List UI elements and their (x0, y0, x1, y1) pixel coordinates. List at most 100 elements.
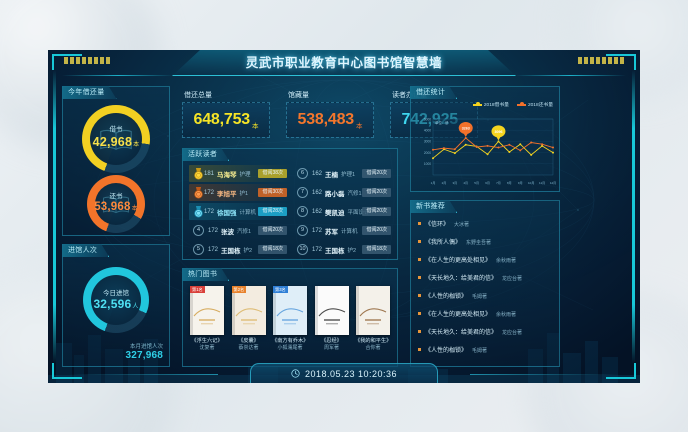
reader-borrow-count: 借阅38次 (258, 169, 287, 178)
book-author: 周军著 (323, 345, 339, 351)
panel-title-circulation-chart: 借还统计 (410, 86, 457, 99)
svg-text:3096: 3096 (494, 130, 502, 134)
header-rule-right (514, 75, 626, 76)
book-icon (100, 130, 132, 151)
hot-book-item[interactable]: 第3名 《南方有乔木》 小狐濡尾著 (272, 286, 308, 352)
reader-name: 徐国强 (217, 209, 237, 217)
hot-book-item[interactable]: 《忍经》 周军著 (314, 286, 350, 352)
active-reader-row[interactable]: 172 徐国强 计算机 借阅28次 (189, 203, 291, 220)
book-cover-art (276, 308, 304, 325)
active-reader-row[interactable]: 181 马海琴 护理 借阅38次 (189, 165, 291, 182)
new-book-row[interactable]: 《在人生的更高处相见》 余秋雨著 (411, 255, 559, 273)
active-reader-row[interactable]: 5 172 王国栋 护2 借阅18次 (189, 241, 291, 258)
active-reader-row[interactable]: 172 李旭平 护1 借阅30次 (189, 184, 291, 201)
active-reader-row[interactable]: 10 172 王国栋 护2 借阅18次 (293, 241, 395, 258)
legend-swatch (472, 102, 482, 106)
new-book-author: 毛姆著 (472, 348, 488, 354)
active-reader-row[interactable]: 6 162 王楠 护理1 借阅20次 (293, 165, 395, 182)
reader-borrow-count: 借阅28次 (258, 207, 287, 216)
svg-text:4000: 4000 (424, 129, 431, 133)
clock-icon (291, 369, 300, 378)
panel-title-new-books: 新书推荐 (410, 200, 457, 213)
new-book-row[interactable]: 《信环》 大冰著 (411, 219, 559, 237)
active-reader-row[interactable]: 8 162 樊凯迪 平面设计 借阅20次 (293, 203, 395, 220)
reader-id: 172 (204, 208, 215, 215)
svg-text:8月: 8月 (507, 181, 512, 185)
book-cover-art (193, 308, 221, 325)
book-cover: 第3名 (273, 286, 307, 335)
donut-return: 还书 53,968本 (87, 175, 145, 233)
line-chart: 单位：册 1000 2000 3000 4000 5000 3263 3096 1月 2月 3月 4月… (424, 117, 556, 185)
new-book-row[interactable]: 《天长地久：给美君的信》 龙应台著 (411, 327, 559, 345)
bullet-icon (418, 294, 421, 297)
svg-text:2月: 2月 (442, 181, 447, 185)
book-title: 《我的和平生》 (355, 338, 392, 344)
hot-book-item[interactable]: 第1名 《浮生六记》 沈复著 (189, 286, 225, 352)
new-book-row[interactable]: 《天长地久：给美君的信》 龙应台著 (411, 273, 559, 291)
active-reader-row[interactable]: 4 172 张波 汽修1 借阅20次 (189, 222, 291, 239)
book-rank-tag: 第3名 (273, 286, 288, 293)
panel-title-active-readers: 活跃读者 (182, 148, 229, 161)
reader-id: 172 (204, 189, 215, 196)
donut-borrow: 借书 42,968本 (82, 105, 150, 173)
hot-book-item[interactable]: 《我的和平生》 合你著 (355, 286, 391, 352)
kpi-label-reader-cards: 读者办证量 (392, 90, 427, 100)
reader-class: 护2 (347, 247, 357, 254)
reader-name: 路小磊 (325, 190, 345, 198)
kpi-value-collection: 538,483 (297, 111, 355, 128)
reader-class: 计算机 (341, 228, 358, 235)
reader-name: 马海琴 (217, 171, 237, 179)
book-author: 沈复著 (199, 345, 215, 351)
active-reader-row[interactable]: 9 172 苏军 计算机 借阅20次 (293, 222, 395, 239)
new-book-title: 《在人生的更高处相见》 (425, 312, 492, 318)
book-title: 《南方有乔木》 (272, 338, 309, 344)
kpi-card-collection: 538,483 本 (286, 102, 374, 138)
new-book-row[interactable]: 《在人生的更高处相见》 余秋雨著 (411, 309, 559, 327)
active-reader-row[interactable]: 7 162 路小磊 汽修1 借阅20次 (293, 184, 395, 201)
reader-name: 王国栋 (325, 247, 345, 255)
reader-rank: 5 (193, 244, 204, 255)
header-rule-left (62, 75, 174, 76)
reader-class: 平面设计 (347, 209, 370, 216)
reader-id: 162 (312, 170, 323, 177)
reader-id: 172 (208, 227, 219, 234)
panel-title-visits: 进馆人次 (62, 244, 109, 257)
svg-text:7月: 7月 (496, 181, 501, 185)
svg-text:11月: 11月 (539, 181, 545, 185)
header-title-bar (172, 50, 516, 76)
hot-book-item[interactable]: 第2名 《皮囊》 蔡崇达著 (231, 286, 267, 352)
footer-rule-left (68, 374, 218, 375)
reader-id: 181 (204, 170, 215, 177)
book-rank-tag: 第2名 (231, 286, 247, 293)
svg-text:1000: 1000 (424, 162, 431, 166)
kpi-value-total-circulation: 648,753 (193, 111, 251, 128)
new-book-row[interactable]: 《人性的枷锁》 毛姆著 (411, 345, 559, 363)
book-author: 合你著 (365, 345, 381, 351)
reader-class: 护理 (239, 171, 251, 178)
legend-label: 2018借书量 (483, 103, 509, 108)
book-title: 《浮生六记》 (191, 338, 223, 344)
donut-return-value-wrap: 53,968本 (94, 200, 138, 213)
new-book-row[interactable]: 《人性的枷锁》 毛姆著 (411, 291, 559, 309)
active-readers-right-column: 6 162 王楠 护理1 借阅20次 7 162 路小磊 汽修1 借阅20次 8 162 樊凯迪 平面设计… (293, 165, 395, 260)
legend-item: 2018借书量 (472, 101, 509, 108)
book-cover-art (235, 308, 262, 325)
book-cover-art (318, 308, 345, 325)
kpi-label-total-circulation: 借还总量 (184, 92, 212, 99)
book-title: 《忍经》 (321, 338, 342, 344)
donut-return-label: 还书 (109, 193, 123, 201)
kpi-unit-collection: 本 (355, 123, 363, 130)
new-book-author: 余秋雨著 (496, 258, 517, 264)
reader-rank: 6 (297, 168, 308, 179)
reader-id: 172 (312, 246, 323, 253)
panel-visits: 进馆人次 今日进馆 32,596人 本月进馆人次 327,968 (62, 244, 170, 367)
dashboard-screen: 灵武市职业教育中心图书馆智慧墙 今年借还量 借书 42,968本 (48, 50, 640, 383)
reader-name: 苏军 (325, 228, 339, 236)
tick-marks-left (64, 57, 110, 64)
reader-rank: 9 (297, 225, 308, 236)
new-book-row[interactable]: 《我所人偶》 东野圭吾著 (411, 237, 559, 255)
new-book-author: 东野圭吾著 (466, 240, 492, 246)
reader-name: 王国栋 (221, 247, 241, 255)
screen-edge-right (632, 70, 635, 363)
page-title: 灵武市职业教育中心图书馆智慧墙 (245, 56, 443, 70)
